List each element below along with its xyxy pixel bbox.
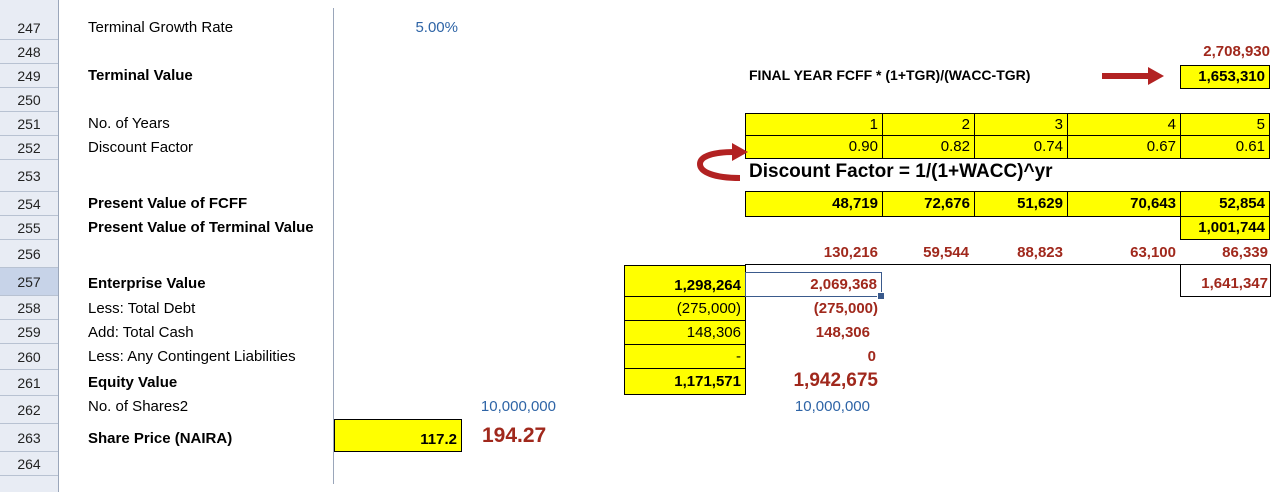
label-pv-terminal-value: Present Value of Terminal Value xyxy=(88,219,314,236)
cell-cash-2[interactable]: 148,306 xyxy=(815,324,870,341)
fill-handle[interactable] xyxy=(877,292,885,300)
border-line xyxy=(745,264,1271,265)
cell-ev-3[interactable]: 1,641,347 xyxy=(1201,275,1268,292)
row-number-251[interactable]: 251 xyxy=(0,112,58,136)
arrow-right-icon xyxy=(1102,67,1164,85)
cell-r256-3[interactable]: 88,823 xyxy=(1017,244,1063,261)
cell-pv-fcff-4[interactable]: 70,643 xyxy=(1067,191,1181,217)
label-no-of-shares: No. of Shares2 xyxy=(88,398,189,415)
column-divider xyxy=(333,8,334,484)
label-enterprise-value: Enterprise Value xyxy=(88,275,206,292)
cell-debt-2[interactable]: (275,000) xyxy=(813,300,878,317)
cell-equity-2[interactable]: 1,942,675 xyxy=(793,370,878,391)
row-number-250[interactable]: 250 xyxy=(0,88,58,112)
curved-arrow-icon xyxy=(696,143,748,181)
row-number-260[interactable]: 260 xyxy=(0,344,58,370)
label-share-price: Share Price (NAIRA) xyxy=(88,430,233,447)
cell-total-cash[interactable]: 148,306 xyxy=(624,320,746,345)
cell-shares-2[interactable]: 10,000,000 xyxy=(794,398,870,415)
cell-pv-fcff-1[interactable]: 48,719 xyxy=(745,191,883,217)
row-header xyxy=(0,0,59,492)
label-pv-fcff: Present Value of FCFF xyxy=(88,195,248,212)
tv-formula-text: FINAL YEAR FCFF * (1+TGR)/(WACC-TGR) xyxy=(749,67,1031,83)
cell-contingent-2[interactable]: 0 xyxy=(867,348,876,365)
cell-total-debt[interactable]: (275,000) xyxy=(624,296,746,321)
cell-tv-top[interactable]: 2,708,930 xyxy=(1203,43,1270,60)
cell-share-price[interactable]: 117.2 xyxy=(334,419,462,452)
cell-ev-2: 2,069,368 xyxy=(810,276,877,293)
cell-pv-fcff-3[interactable]: 51,629 xyxy=(974,191,1068,217)
cell-shares[interactable]: 10,000,000 xyxy=(480,398,556,415)
border-line xyxy=(1180,296,1271,297)
cell-year-2[interactable]: 2 xyxy=(882,113,975,136)
row-number-253[interactable]: 253 xyxy=(0,160,58,192)
cell-pv-fcff-2[interactable]: 72,676 xyxy=(882,191,975,217)
row-number-252[interactable]: 252 xyxy=(0,136,58,160)
label-contingent-liabilities: Less: Any Contingent Liabilities xyxy=(88,348,296,365)
row-number-264[interactable]: 264 xyxy=(0,452,58,476)
cell-r256-2[interactable]: 59,544 xyxy=(923,244,969,261)
cell-enterprise-value[interactable]: 1,298,264 xyxy=(624,265,746,297)
label-total-debt: Less: Total Debt xyxy=(88,300,196,317)
border-line xyxy=(1180,264,1181,296)
cell-discount-3[interactable]: 0.74 xyxy=(974,135,1068,159)
cell-discount-5[interactable]: 0.61 xyxy=(1180,135,1270,159)
cell-terminal-value[interactable]: 1,653,310 xyxy=(1180,65,1270,89)
cell-year-1[interactable]: 1 xyxy=(745,113,883,136)
border-line xyxy=(1270,264,1271,296)
row-number-257[interactable]: 257 xyxy=(0,268,58,296)
cell-r256-5[interactable]: 86,339 xyxy=(1222,244,1268,261)
row-number-259[interactable]: 259 xyxy=(0,320,58,344)
cell-tgr[interactable]: 5.00% xyxy=(415,19,458,36)
row-number-248[interactable]: 248 xyxy=(0,40,58,64)
cell-year-3[interactable]: 3 xyxy=(974,113,1068,136)
cell-discount-1[interactable]: 0.90 xyxy=(745,135,883,159)
cell-equity-value[interactable]: 1,171,571 xyxy=(624,368,746,395)
row-number-263[interactable]: 263 xyxy=(0,424,58,452)
label-terminal-value: Terminal Value xyxy=(88,67,193,84)
label-discount-factor: Discount Factor xyxy=(88,139,194,156)
selected-cell[interactable]: 2,069,368 xyxy=(745,272,885,300)
label-no-of-years: No. of Years xyxy=(88,115,170,132)
cell-pv-fcff-5[interactable]: 52,854 xyxy=(1180,191,1270,217)
df-formula-text: Discount Factor = 1/(1+WACC)^yr xyxy=(749,161,1053,182)
label-equity-value: Equity Value xyxy=(88,374,178,391)
row-number-258[interactable]: 258 xyxy=(0,296,58,320)
cell-discount-4[interactable]: 0.67 xyxy=(1067,135,1181,159)
cell-pv-terminal-value[interactable]: 1,001,744 xyxy=(1180,216,1270,240)
cell-year-5[interactable]: 5 xyxy=(1180,113,1270,136)
cell-share-price-2[interactable]: 194.27 xyxy=(482,424,547,447)
cell-discount-2[interactable]: 0.82 xyxy=(882,135,975,159)
row-number-261[interactable]: 261 xyxy=(0,370,58,396)
cell-r256-1[interactable]: 130,216 xyxy=(823,244,878,261)
row-number-255[interactable]: 255 xyxy=(0,216,58,240)
row-number-262[interactable]: 262 xyxy=(0,396,58,424)
label-terminal-growth-rate: Terminal Growth Rate xyxy=(88,19,234,36)
cell-r256-4[interactable]: 63,100 xyxy=(1130,244,1176,261)
label-total-cash: Add: Total Cash xyxy=(88,324,194,341)
row-number-254[interactable]: 254 xyxy=(0,192,58,216)
row-number-256[interactable]: 256 xyxy=(0,240,58,268)
row-number-247[interactable]: 247 xyxy=(0,16,58,40)
cell-contingent[interactable]: - xyxy=(624,344,746,369)
row-number-249[interactable]: 249 xyxy=(0,64,58,88)
cell-year-4[interactable]: 4 xyxy=(1067,113,1181,136)
